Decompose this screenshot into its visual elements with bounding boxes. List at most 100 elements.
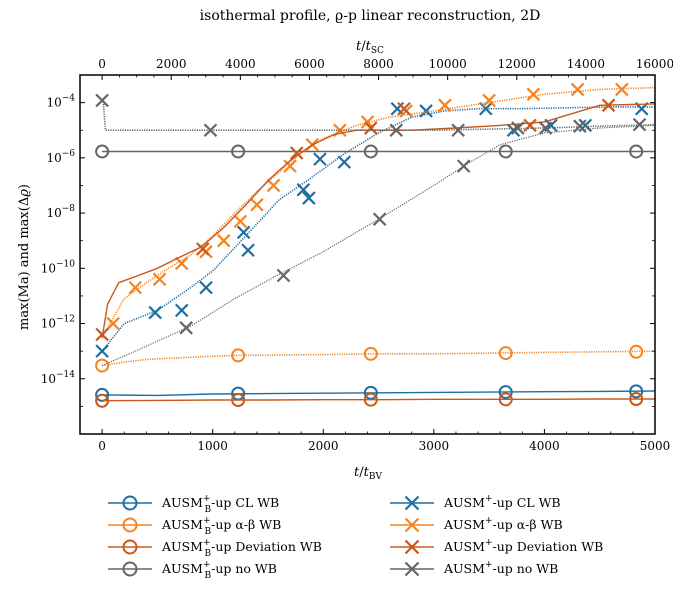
x-axis-label: t/tBV <box>354 465 382 482</box>
x-marker <box>570 82 585 97</box>
plot-area <box>95 82 655 408</box>
circle-marker <box>231 393 246 408</box>
x-marker <box>95 344 109 358</box>
ticks-layer: 0 1000 2000 3000 4000 5000 0 2000 4000 6000 8000 10… <box>41 57 673 453</box>
x-marker <box>456 159 471 173</box>
legend-entry: AUSM+-up no WB <box>390 560 558 577</box>
circle-marker <box>363 385 378 400</box>
series-line-1 <box>101 350 655 367</box>
x-marker <box>203 123 218 138</box>
x-marker <box>390 101 405 116</box>
x-tick-label: 0 <box>98 439 106 453</box>
series-line-6 <box>101 103 655 339</box>
x-marker <box>250 197 264 212</box>
legend-label: AUSM+-up no WB <box>443 560 558 576</box>
top-x-tick-label: 6000 <box>294 57 325 71</box>
circle-marker <box>363 346 378 361</box>
x-marker <box>404 539 420 555</box>
x-marker <box>506 123 521 138</box>
circle-marker <box>498 346 513 361</box>
x-marker <box>419 104 433 118</box>
x-tick-label: 1000 <box>197 439 228 453</box>
legend-entry: AUSM+-up Deviation WB <box>390 538 603 555</box>
x-marker <box>289 146 304 160</box>
legend-entry: AUSM+ B-up α-β WB <box>108 516 281 537</box>
x-marker <box>152 272 167 287</box>
series-line-4 <box>101 106 655 352</box>
circle-marker <box>95 358 110 373</box>
x-tick-label: 4000 <box>529 439 560 453</box>
x-marker <box>573 119 587 133</box>
x-marker <box>95 327 109 342</box>
y-tick-label: 10−8 <box>46 204 75 220</box>
circle-marker <box>122 517 138 533</box>
x-marker <box>236 225 251 240</box>
circle-marker <box>498 385 513 400</box>
legend-entry: AUSM+-up CL WB <box>390 494 561 511</box>
x-marker <box>296 182 311 197</box>
top-x-tick-label: 2000 <box>156 57 187 71</box>
top-x-tick-label: 4000 <box>225 57 256 71</box>
legend-label: AUSM+ B-up Deviation WB <box>161 538 322 559</box>
legend-label: AUSM+-up CL WB <box>443 494 561 510</box>
x-marker <box>241 243 255 258</box>
legend-entry: AUSM+-up α-β WB <box>390 516 563 533</box>
x-tick-label: 2000 <box>308 439 339 453</box>
y-tick-label: 10−4 <box>46 94 75 110</box>
series-line-7 <box>102 99 655 131</box>
x-marker <box>479 101 493 116</box>
circle-marker <box>363 392 378 407</box>
x-marker <box>174 303 189 318</box>
top-x-tick-label: 12000 <box>498 57 536 71</box>
x-marker <box>404 561 420 577</box>
x-marker <box>511 121 525 135</box>
circle-marker <box>498 144 513 159</box>
x-marker <box>404 517 420 533</box>
legend-label: AUSM+ B-up α-β WB <box>161 516 281 537</box>
y-tick-label: 10−14 <box>41 370 76 386</box>
x-marker <box>364 121 378 135</box>
x-marker <box>451 123 465 138</box>
x-marker <box>482 93 496 108</box>
circle-marker <box>231 144 246 159</box>
x-marker <box>601 98 616 113</box>
top-axis-label: t/tSC <box>356 39 384 56</box>
x-marker <box>337 155 352 169</box>
axes-frame <box>79 74 656 435</box>
x-marker <box>216 233 231 248</box>
x-marker <box>404 495 420 511</box>
top-x-tick-label: 14000 <box>567 57 605 71</box>
circle-marker <box>363 144 378 159</box>
x-tick-label: 3000 <box>419 439 450 453</box>
circle-marker <box>231 348 246 363</box>
y-tick-label: 10−6 <box>46 149 75 165</box>
legend-label: AUSM+ B-up no WB <box>161 560 277 581</box>
circle-marker <box>629 384 644 399</box>
x-marker <box>174 256 189 271</box>
x-marker <box>199 280 213 295</box>
x-marker <box>615 82 629 97</box>
x-marker <box>95 93 109 108</box>
x-marker <box>266 178 281 193</box>
circle-marker <box>498 392 513 407</box>
circle-marker <box>122 539 138 555</box>
legend-entry: AUSM+ B-up CL WB <box>108 494 279 515</box>
circle-marker <box>122 561 138 577</box>
x-marker <box>632 117 647 132</box>
legend-entry: AUSM+ B-up Deviation WB <box>108 538 322 559</box>
x-marker <box>276 268 291 283</box>
series-line-5 <box>101 86 655 339</box>
x-tick-label: 5000 <box>640 439 671 453</box>
y-axis-label: max(Ma) and max(Δϱ) <box>17 184 32 330</box>
legend-entry: AUSM+ B-up no WB <box>108 560 277 581</box>
x-marker <box>397 101 411 116</box>
x-marker <box>128 280 143 295</box>
circle-marker <box>629 144 644 159</box>
x-marker <box>179 321 193 335</box>
series-line-7-growth <box>101 124 655 367</box>
chart-title: isothermal profile, ϱ-p linear reconstru… <box>200 8 541 24</box>
top-x-tick-label: 16000 <box>636 57 673 71</box>
circle-marker <box>122 495 138 511</box>
x-marker <box>195 242 210 256</box>
